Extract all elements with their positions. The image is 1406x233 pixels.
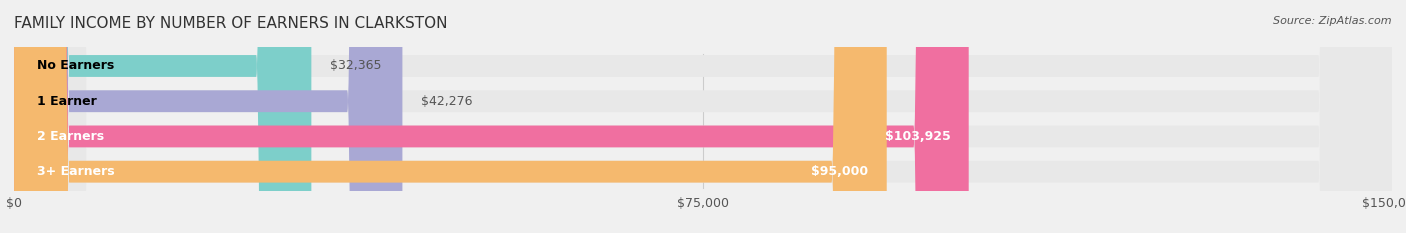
- FancyBboxPatch shape: [14, 0, 969, 233]
- Text: $32,365: $32,365: [330, 59, 381, 72]
- Text: FAMILY INCOME BY NUMBER OF EARNERS IN CLARKSTON: FAMILY INCOME BY NUMBER OF EARNERS IN CL…: [14, 16, 447, 31]
- Text: $42,276: $42,276: [420, 95, 472, 108]
- FancyBboxPatch shape: [14, 0, 402, 233]
- Text: 1 Earner: 1 Earner: [37, 95, 97, 108]
- Text: $103,925: $103,925: [884, 130, 950, 143]
- FancyBboxPatch shape: [14, 0, 1392, 233]
- Text: 2 Earners: 2 Earners: [37, 130, 104, 143]
- FancyBboxPatch shape: [14, 0, 1392, 233]
- FancyBboxPatch shape: [14, 0, 1392, 233]
- FancyBboxPatch shape: [14, 0, 1392, 233]
- Text: $95,000: $95,000: [811, 165, 869, 178]
- Text: 3+ Earners: 3+ Earners: [37, 165, 115, 178]
- FancyBboxPatch shape: [14, 0, 887, 233]
- FancyBboxPatch shape: [14, 0, 311, 233]
- Text: No Earners: No Earners: [37, 59, 114, 72]
- Text: Source: ZipAtlas.com: Source: ZipAtlas.com: [1274, 16, 1392, 26]
